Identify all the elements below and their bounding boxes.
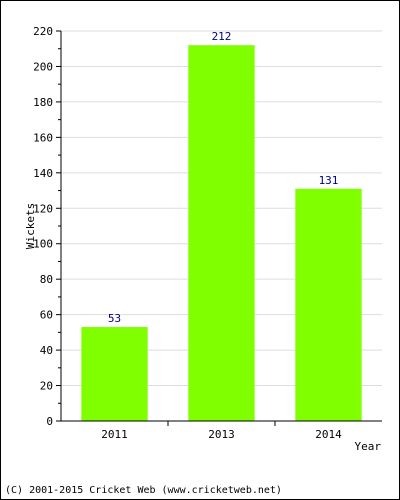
bar-2011 xyxy=(81,327,148,421)
x-tick-label: 2014 xyxy=(315,428,342,441)
copyright-footer: (C) 2001-2015 Cricket Web (www.cricketwe… xyxy=(5,485,282,496)
y-tick-label: 220 xyxy=(33,25,53,38)
y-tick-label: 20 xyxy=(40,380,53,393)
bars xyxy=(81,45,362,421)
y-tick-label: 60 xyxy=(40,309,53,322)
data-label: 53 xyxy=(108,312,121,325)
y-tick-label: 140 xyxy=(33,167,53,180)
y-tick-label: 100 xyxy=(33,238,53,251)
y-tick-label: 0 xyxy=(46,415,53,428)
bar-2014 xyxy=(295,188,362,421)
y-tick-label: 120 xyxy=(33,202,53,215)
y-tick-label: 40 xyxy=(40,344,53,357)
data-label: 212 xyxy=(212,30,232,43)
y-tick-label: 160 xyxy=(33,131,53,144)
y-tick-label: 80 xyxy=(40,273,53,286)
y-tick-label: 180 xyxy=(33,96,53,109)
y-axis-title: Wickets xyxy=(24,203,37,249)
y-tick-label: 200 xyxy=(33,60,53,73)
y-ticks: 0 20 40 60 80 100 120 140 160 180 200 220 xyxy=(33,25,61,428)
x-tick-label: 2013 xyxy=(208,428,235,441)
bar-2013 xyxy=(188,45,255,421)
x-tick-label: 2011 xyxy=(101,428,128,441)
x-axis-title: Year xyxy=(355,440,382,453)
x-ticks: 2011 2013 2014 xyxy=(101,421,342,441)
data-labels: 53 212 131 xyxy=(108,30,339,325)
data-label: 131 xyxy=(319,174,339,187)
